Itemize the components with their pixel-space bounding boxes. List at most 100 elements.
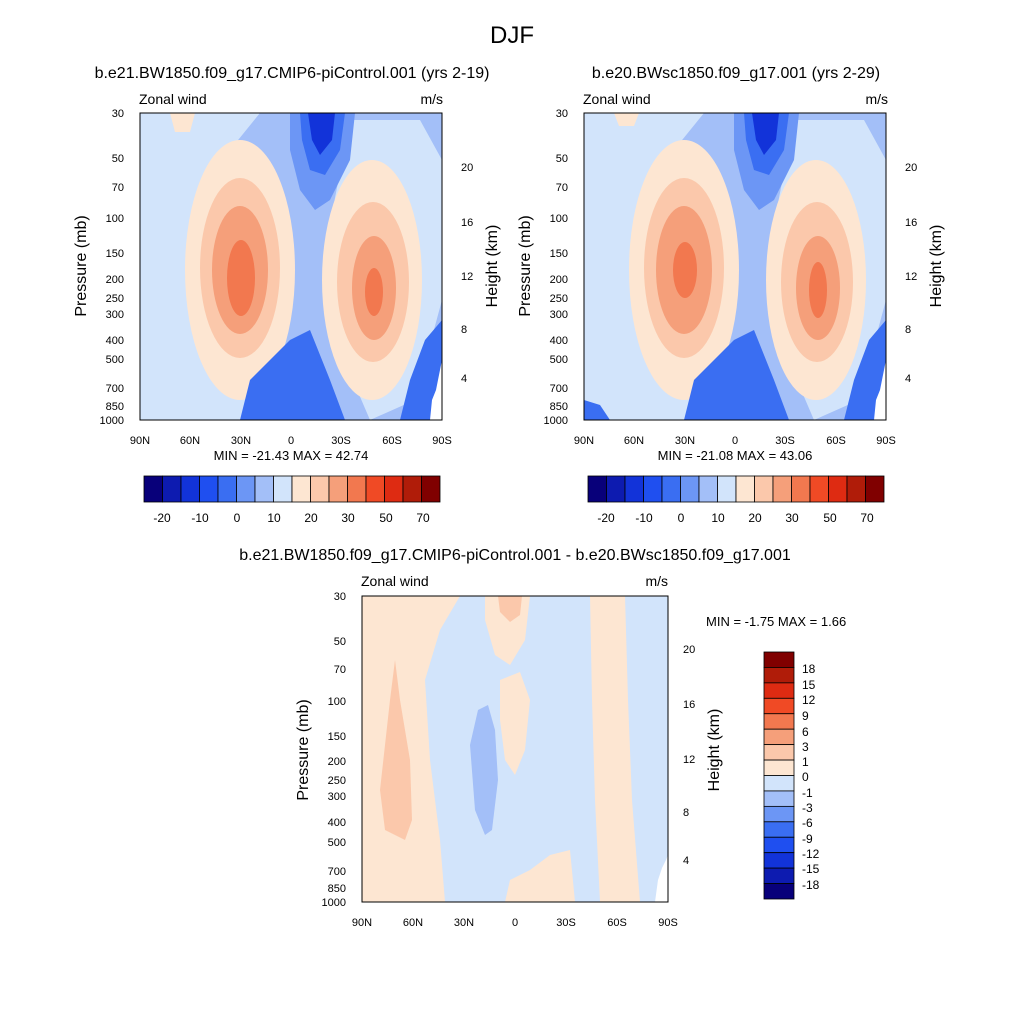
- sh-jet-core: [809, 262, 827, 318]
- colorbar-box: [698, 475, 718, 503]
- colorbar-label: -20: [153, 511, 171, 525]
- colorbar-label: 10: [711, 511, 725, 525]
- height-tick: 4: [461, 373, 467, 385]
- contour-field: [362, 596, 668, 902]
- x-axis-ticks: 90N 60N 30N 0 30S 60S 90S: [352, 917, 678, 929]
- colorbar-box: [763, 697, 795, 715]
- colorbar: [763, 651, 795, 900]
- x-tick: 60S: [382, 435, 402, 447]
- y-tick: 500: [106, 354, 124, 366]
- colorbar-label: 30: [785, 511, 799, 525]
- tropical-surface-easterlies: [684, 330, 789, 420]
- nh-stratosphere-westerly: [614, 113, 639, 126]
- plot-frame: [361, 595, 669, 903]
- nh-surface-easterlies: [584, 400, 610, 420]
- height-tick: 12: [905, 271, 917, 283]
- colorbar-box: [587, 475, 607, 503]
- colorbar-box: [763, 744, 795, 761]
- y-axis-label-right: Height (km): [928, 225, 945, 308]
- y-tick: 1000: [100, 415, 124, 427]
- x-tick: 0: [288, 435, 294, 447]
- x-tick: 60S: [607, 917, 627, 929]
- y-tick: 250: [106, 293, 124, 305]
- colorbar-box: [624, 475, 644, 503]
- colorbar-label: -10: [635, 511, 653, 525]
- colorbar-box: [735, 475, 755, 503]
- colorbar-label: 3: [802, 740, 809, 754]
- x-tick: 60N: [624, 435, 644, 447]
- stats-label: MIN = -1.75 MAX = 1.66: [706, 614, 846, 629]
- y-tick: 70: [112, 182, 124, 194]
- variable-label: Zonal wind: [583, 91, 651, 107]
- y-tick: 400: [106, 335, 124, 347]
- y-axis-ticks: 30 50 70 100 150 200 250 300 400 500 700…: [100, 108, 124, 427]
- colorbar-label: -3: [802, 801, 813, 815]
- x-tick: 60S: [826, 435, 846, 447]
- y-tick: 300: [550, 309, 568, 321]
- colorbar-label: 0: [678, 511, 685, 525]
- colorbar-box: [865, 475, 885, 503]
- nh-jet-core: [673, 242, 697, 298]
- colorbar-box: [661, 475, 681, 503]
- y-tick: 50: [334, 636, 346, 648]
- colorbar-box: [763, 713, 795, 730]
- sh-jet-core: [365, 268, 383, 316]
- x-tick: 30N: [231, 435, 251, 447]
- colorbar-box: [809, 475, 829, 503]
- height-axis-ticks: 20 16 12 8 4: [905, 162, 917, 385]
- colorbar-label: -15: [802, 862, 820, 876]
- contour-field: [140, 113, 442, 420]
- height-tick: 16: [461, 217, 473, 229]
- stats-label: MIN = -21.43 MAX = 42.74: [214, 448, 369, 463]
- panel-title: b.e20.BWsc1850.f09_g17.001 (yrs 2-29): [592, 65, 880, 82]
- x-tick: 90S: [432, 435, 452, 447]
- x-tick: 30S: [331, 435, 351, 447]
- y-tick: 150: [106, 248, 124, 260]
- colorbar-box: [763, 790, 795, 807]
- y-tick: 700: [550, 383, 568, 395]
- x-tick: 0: [512, 917, 518, 929]
- colorbar-box: [365, 475, 385, 503]
- x-tick: 90N: [574, 435, 594, 447]
- y-tick: 850: [328, 883, 346, 895]
- colorbar-label: 0: [802, 770, 809, 784]
- surface-positive-lobe: [505, 850, 575, 902]
- height-tick: 4: [683, 855, 689, 867]
- contour-field: [584, 113, 886, 420]
- height-tick: 8: [683, 807, 689, 819]
- topography-mask: [430, 360, 442, 420]
- colorbar-box: [236, 475, 256, 503]
- x-tick: 60N: [180, 435, 200, 447]
- y-tick: 250: [328, 775, 346, 787]
- panel-experiment: b.e20.BWsc1850.f09_g17.001 (yrs 2-29) Zo…: [517, 65, 945, 525]
- colorbar-label: 20: [304, 511, 318, 525]
- colorbar-box: [763, 759, 795, 776]
- x-tick: 90N: [130, 435, 150, 447]
- y-tick: 200: [550, 274, 568, 286]
- colorbar-label: 18: [802, 662, 816, 676]
- strat-positive-core: [498, 596, 522, 622]
- height-tick: 8: [461, 324, 467, 336]
- x-tick: 90S: [658, 917, 678, 929]
- y-tick: 70: [556, 182, 568, 194]
- y-tick: 300: [106, 309, 124, 321]
- variable-label: Zonal wind: [361, 573, 429, 589]
- colorbar-label: -12: [802, 847, 820, 861]
- x-tick: 30S: [775, 435, 795, 447]
- easterly-core-inner: [308, 113, 335, 155]
- colorbar-box: [846, 475, 866, 503]
- y-tick: 150: [328, 731, 346, 743]
- height-axis-ticks: 20 16 12 8 4: [683, 644, 695, 867]
- height-tick: 4: [905, 373, 911, 385]
- colorbar-label: 1: [802, 755, 809, 769]
- figure-title: DJF: [490, 22, 534, 49]
- y-axis-ticks: 30 50 70 100 150 200 250 300 400 500 700…: [322, 591, 346, 909]
- stats-label: MIN = -21.08 MAX = 43.06: [658, 448, 813, 463]
- panel-difference: b.e21.BW1850.f09_g17.CMIP6-piControl.001…: [239, 547, 846, 929]
- nh-positive-core: [380, 660, 412, 840]
- height-tick: 20: [905, 162, 917, 174]
- y-tick: 50: [112, 153, 124, 165]
- colorbar-label: 30: [341, 511, 355, 525]
- colorbar-box: [763, 651, 795, 668]
- y-tick: 1000: [544, 415, 568, 427]
